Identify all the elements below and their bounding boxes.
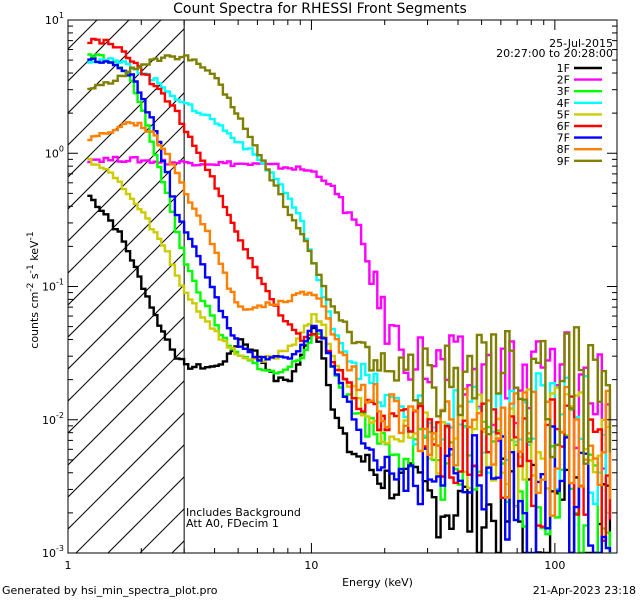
x-tick-label: 10	[304, 559, 318, 572]
y-tick-label: 10-2	[42, 411, 64, 427]
y-tick-label: 10-1	[42, 278, 64, 294]
legend-label-2F: 2F	[557, 74, 570, 87]
x-axis-label: Energy (keV)	[342, 576, 413, 589]
legend-label-5F: 5F	[557, 108, 570, 121]
x-tick-label: 100	[544, 559, 565, 572]
series-line-6F	[87, 37, 612, 542]
series-line-9F	[87, 54, 612, 465]
series-line-7F	[87, 57, 612, 553]
legend-label-4F: 4F	[557, 97, 570, 110]
date-label: 25-Jul-2015	[549, 37, 613, 50]
legend-label-1F: 1F	[557, 62, 570, 75]
y-axis-label: counts cm-2 s-1 keV-1	[25, 231, 41, 349]
series-line-4F	[87, 57, 612, 515]
y-tick-label: 100	[45, 144, 64, 160]
y-axis-label-wrap: counts cm-2 s-1 keV-1	[0, 0, 41, 600]
legend-label-3F: 3F	[557, 85, 570, 98]
time-range-label: 20:27:00 to 20:28:00	[496, 47, 613, 60]
chart-title: Count Spectra for RHESSI Front Segments	[173, 1, 467, 17]
legend-label-9F: 9F	[557, 155, 570, 168]
y-tick-label: 10-3	[42, 544, 64, 560]
legend-label-6F: 6F	[557, 120, 570, 133]
y-tick-label: 101	[45, 11, 64, 27]
footer-timestamp: 21-Apr-2023 23:18	[532, 584, 636, 597]
legend-label-7F: 7F	[557, 132, 570, 145]
footer-generated-by: Generated by hsi_min_spectra_plot.pro	[2, 584, 218, 597]
note-background: Includes Background	[186, 506, 301, 519]
note-attenuator: Att A0, FDecim 1	[186, 517, 279, 530]
x-tick-label: 1	[65, 559, 72, 572]
hatched-region	[68, 20, 185, 553]
legend-label-8F: 8F	[557, 143, 570, 156]
series-line-8F	[87, 121, 612, 517]
